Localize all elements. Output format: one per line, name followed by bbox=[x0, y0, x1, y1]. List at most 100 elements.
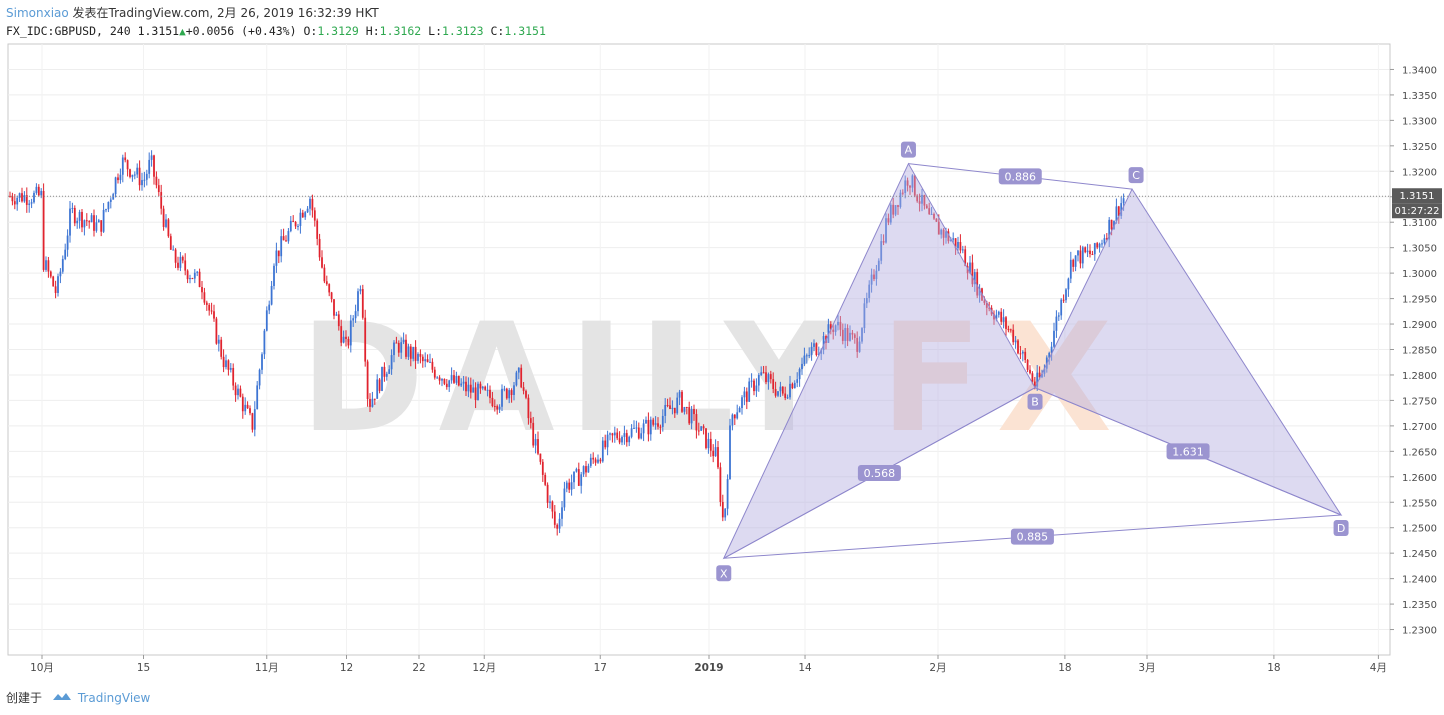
candlestick-series bbox=[9, 150, 1125, 536]
candle-down bbox=[426, 359, 429, 363]
candle-down bbox=[851, 332, 854, 335]
price-axis[interactable]: 1.34001.33501.33001.32501.32001.31501.31… bbox=[1389, 44, 1437, 655]
candle-down bbox=[769, 374, 772, 380]
candle-down bbox=[841, 329, 844, 341]
candle-down bbox=[433, 369, 436, 378]
pattern-point-x[interactable]: X bbox=[716, 565, 732, 582]
candle-down bbox=[529, 418, 532, 423]
candle-down bbox=[906, 180, 909, 186]
candle-up bbox=[455, 376, 458, 383]
candle-up bbox=[133, 174, 136, 176]
ratio-label-xd[interactable]: 0.885 bbox=[1010, 528, 1054, 545]
candle-up bbox=[889, 204, 892, 223]
candle-down bbox=[688, 407, 691, 424]
ratio-label-xb[interactable]: 0.568 bbox=[857, 464, 901, 481]
candle-up bbox=[258, 369, 261, 386]
pattern-point-a[interactable]: A bbox=[900, 141, 916, 158]
candle-up bbox=[549, 501, 551, 503]
candle-down bbox=[745, 391, 748, 402]
ratio-label-ac-bg bbox=[998, 168, 1042, 185]
candle-down bbox=[520, 367, 523, 388]
candle-up bbox=[635, 427, 638, 429]
candle-down bbox=[330, 292, 333, 300]
candle-down bbox=[705, 428, 707, 449]
candle-up bbox=[69, 208, 71, 236]
price-tick-label: 1.2950 bbox=[1402, 295, 1437, 306]
candle-up bbox=[995, 314, 998, 320]
candle-up bbox=[921, 194, 923, 204]
candle-up bbox=[335, 314, 338, 316]
candle-up bbox=[757, 375, 760, 386]
candle-down bbox=[721, 501, 724, 518]
candle-down bbox=[1079, 250, 1082, 264]
countdown-text: 01:27:22 bbox=[1395, 206, 1440, 217]
candle-up bbox=[390, 355, 393, 370]
candle-down bbox=[191, 278, 194, 280]
candle-down bbox=[625, 433, 628, 443]
candle-up bbox=[885, 218, 887, 243]
candle-down bbox=[925, 205, 928, 209]
candle-up bbox=[261, 354, 263, 370]
candle-up bbox=[357, 291, 359, 312]
candle-up bbox=[436, 377, 439, 379]
candle-up bbox=[640, 433, 643, 439]
candle-down bbox=[983, 300, 986, 303]
candle-down bbox=[1091, 254, 1094, 256]
price-tick-label: 1.2550 bbox=[1402, 498, 1437, 509]
candle-down bbox=[1012, 329, 1015, 343]
ratio-label-bd-bg bbox=[1166, 443, 1210, 460]
candle-down bbox=[923, 194, 926, 206]
time-tick-label: 17 bbox=[594, 662, 607, 674]
ratio-label-bd[interactable]: 1.631 bbox=[1166, 443, 1210, 460]
candle-up bbox=[402, 339, 405, 343]
price-tick-label: 1.2300 bbox=[1402, 626, 1437, 637]
candle-up bbox=[561, 507, 563, 519]
author-name[interactable]: Simonxiao bbox=[6, 6, 69, 20]
candle-down bbox=[1117, 206, 1120, 217]
price-chart[interactable]: DAILY FX X A B C D 0.568 0.886 1.631 0.885 1.3400… bbox=[0, 0, 1444, 685]
time-axis[interactable]: 10月 15 11月 12 22 12月 17 2019 14 2月 18 3月 18 4月 bbox=[8, 654, 1390, 674]
candle-up bbox=[467, 384, 470, 392]
candle-up bbox=[609, 433, 611, 435]
time-tick-label: 14 bbox=[798, 662, 812, 674]
candle-down bbox=[525, 390, 527, 398]
candle-up bbox=[796, 379, 799, 383]
candle-up bbox=[23, 195, 26, 202]
pattern-point-d[interactable]: D bbox=[1333, 519, 1349, 536]
candle-up bbox=[789, 383, 791, 398]
tradingview-brand[interactable]: TradingView bbox=[77, 691, 151, 705]
candle-up bbox=[145, 173, 148, 180]
candle-down bbox=[695, 414, 698, 431]
candle-down bbox=[333, 299, 335, 316]
candle-up bbox=[477, 383, 479, 401]
candle-down bbox=[361, 289, 364, 318]
candle-up bbox=[645, 419, 647, 424]
candle-down bbox=[210, 310, 213, 312]
candle-down bbox=[697, 430, 700, 432]
candle-down bbox=[438, 377, 441, 381]
candle-down bbox=[174, 249, 177, 263]
price-tick-label: 1.2800 bbox=[1402, 371, 1437, 382]
candle-down bbox=[1026, 360, 1029, 370]
candle-down bbox=[971, 262, 974, 285]
candle-down bbox=[681, 391, 683, 412]
harmonic-pattern[interactable]: X A B C D 0.568 0.886 1.631 0.885 bbox=[716, 141, 1349, 582]
pattern-point-c[interactable]: C bbox=[1128, 167, 1144, 184]
candle-up bbox=[1077, 250, 1079, 256]
candle-down bbox=[222, 356, 225, 368]
pattern-point-b[interactable]: B bbox=[1027, 393, 1043, 410]
ratio-label-ac[interactable]: 0.886 bbox=[998, 168, 1042, 185]
candle-up bbox=[1065, 289, 1067, 301]
candle-up bbox=[664, 404, 667, 416]
candle-down bbox=[753, 380, 755, 392]
candle-down bbox=[126, 160, 129, 170]
candle-down bbox=[652, 419, 655, 425]
candle-down bbox=[414, 346, 417, 361]
candle-up bbox=[1122, 198, 1125, 204]
candle-up bbox=[875, 270, 878, 280]
candle-down bbox=[93, 215, 95, 231]
candle-down bbox=[241, 396, 244, 412]
tradingview-logo-icon[interactable] bbox=[52, 691, 72, 703]
candle-up bbox=[952, 238, 955, 240]
price-tick-label: 1.2650 bbox=[1402, 447, 1437, 458]
